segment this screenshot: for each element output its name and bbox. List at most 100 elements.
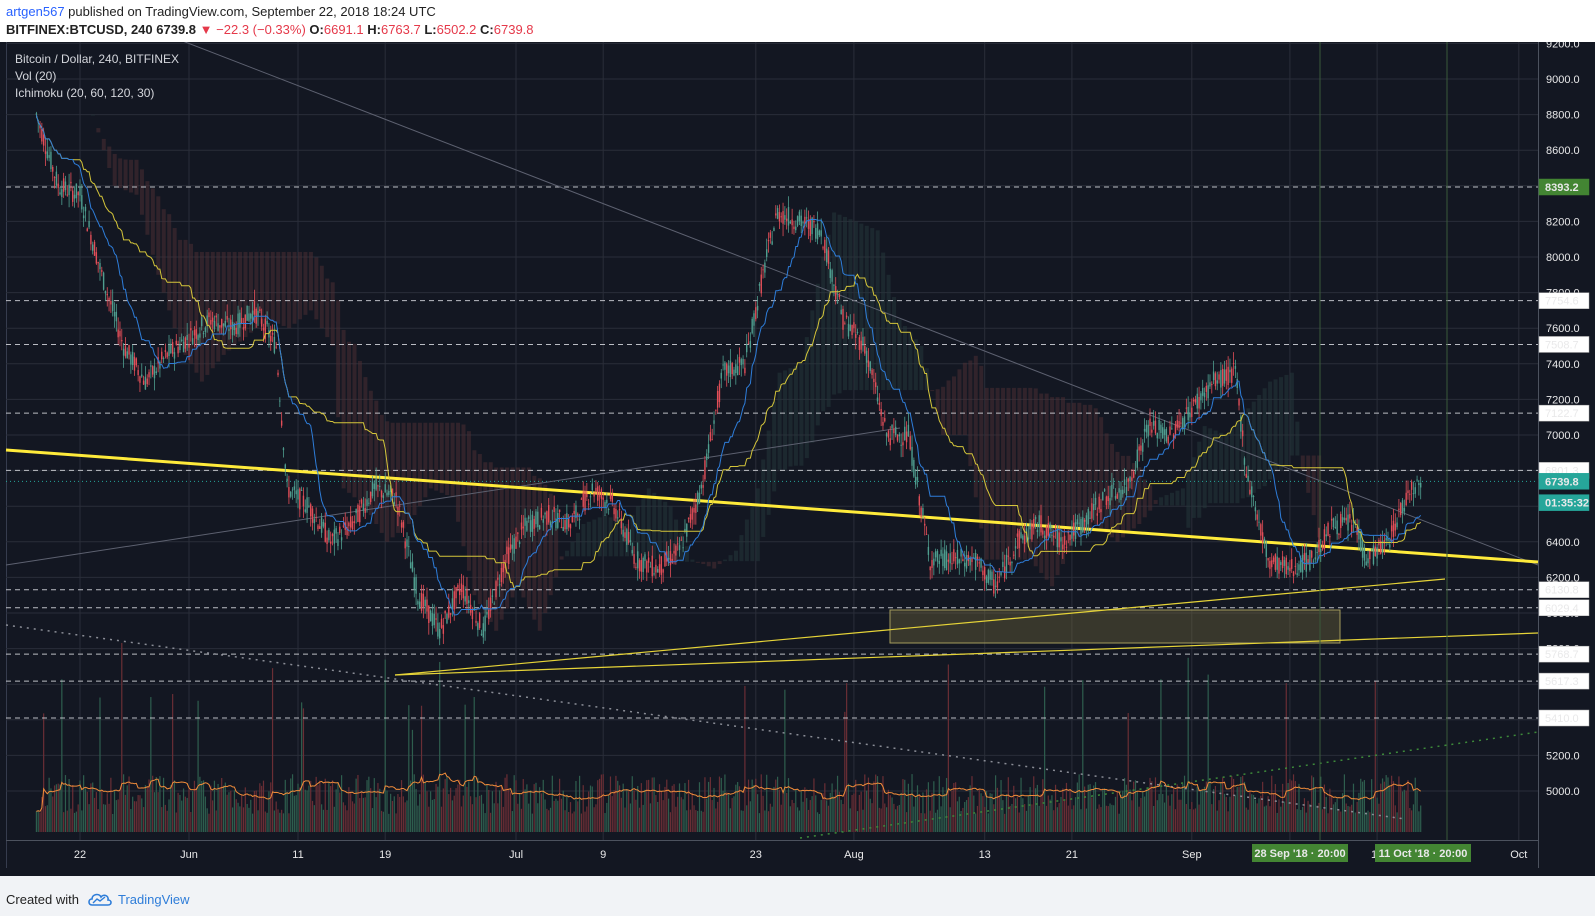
candle-body (1254, 507, 1257, 512)
volume-bar (95, 792, 97, 832)
candle-body (337, 539, 339, 547)
volume-bar (162, 777, 165, 832)
candle-body (571, 516, 574, 523)
candle-body (382, 495, 385, 499)
author-link[interactable]: artgen567 (6, 4, 65, 19)
volume-bar (313, 805, 315, 832)
candle-body (368, 502, 370, 504)
candle-body (653, 573, 655, 575)
candle-body (575, 505, 577, 519)
cloud-segment (472, 450, 477, 596)
volume-bar (700, 810, 702, 832)
cloud-segment (635, 506, 640, 557)
volume-bar (1276, 812, 1278, 832)
volume-bar (1140, 797, 1142, 832)
volume-bar (1223, 793, 1226, 832)
volume-bar (555, 798, 557, 832)
volume-bar (1300, 809, 1302, 832)
candle-body (1410, 481, 1413, 490)
time-axis[interactable]: 22Jun1119Jul923Aug1321Sep1018Oct28 Sep '… (74, 844, 1527, 862)
cloud-segment (750, 503, 755, 562)
volume-bar (1005, 794, 1008, 832)
volume-bar (1263, 806, 1266, 832)
volume-bar (1007, 777, 1009, 832)
tradingview-cloud-icon[interactable] (87, 889, 113, 907)
candle-body (944, 549, 946, 569)
volume-bar (446, 776, 448, 832)
candle-body (1414, 487, 1416, 494)
volume-bar (1314, 787, 1316, 832)
volume-bar (526, 784, 528, 832)
candle-body (555, 518, 557, 529)
volume-bar (1240, 776, 1242, 832)
volume-bar (1327, 813, 1329, 832)
volume-bar (693, 805, 695, 832)
volume-bar (953, 782, 955, 832)
time-marker-label-bg (1252, 844, 1348, 862)
volume-bar (57, 783, 59, 832)
candle-body (1178, 421, 1180, 428)
cloud-segment (908, 332, 913, 391)
candle-body (595, 487, 597, 492)
candle-body (1020, 532, 1022, 538)
volume-bar (1267, 796, 1269, 832)
volume-bar (1182, 783, 1184, 832)
candle-body (72, 190, 74, 202)
volume-bar (584, 811, 586, 832)
volume-bar (1320, 776, 1322, 832)
volume-bar (1156, 800, 1158, 832)
cloud-segment (674, 519, 679, 562)
candle-body (784, 215, 786, 220)
volume-bar (359, 798, 361, 832)
candle-body (967, 554, 970, 562)
volume-bar (411, 729, 414, 832)
volume-bar (150, 697, 152, 832)
volume-bar (212, 800, 214, 832)
candle-body (239, 312, 241, 328)
volume-bar (1196, 786, 1198, 832)
candle-body (1392, 520, 1395, 537)
candle-body (484, 615, 486, 632)
candle-body (602, 497, 604, 500)
candle-body (1398, 508, 1400, 511)
price-tick-label: 9000.0 (1546, 74, 1580, 86)
volume-bar (295, 795, 297, 832)
candle-body (622, 529, 624, 537)
volume-bar (1216, 810, 1218, 832)
candle-body (1111, 484, 1113, 498)
candle-body (785, 218, 788, 221)
volume-bar (542, 779, 544, 832)
cloud-segment (1279, 377, 1283, 471)
candle-body (1093, 504, 1095, 511)
candle-body (1125, 486, 1128, 495)
candle-body (50, 151, 52, 170)
volume-bar (153, 792, 156, 832)
candle-body (1232, 363, 1235, 365)
volume-bar (942, 787, 944, 832)
volume-bar (63, 812, 65, 832)
volume-bar (99, 697, 101, 832)
price-chart[interactable]: 9200.09000.08800.08600.08400.08200.08000… (0, 42, 1595, 876)
volume-bar (666, 779, 668, 832)
candle-body (853, 322, 855, 329)
volume-bar (1289, 779, 1291, 832)
date-tick-label: 13 (979, 849, 991, 861)
candle-body (1034, 516, 1037, 520)
candle-body (742, 358, 744, 365)
volume-bar (202, 780, 205, 832)
candle-body (1080, 518, 1082, 535)
volume-bar (1258, 798, 1260, 832)
cloud-segment (385, 421, 390, 542)
cloud-segment (701, 561, 706, 565)
volume-bar (1129, 789, 1131, 832)
candle-body (342, 525, 345, 527)
cloud-segment (510, 467, 515, 598)
candle-body (1054, 527, 1057, 529)
candle-body (675, 545, 677, 556)
ichimoku-cloud (90, 114, 1322, 631)
candle-body (996, 581, 999, 588)
volume-bar (638, 807, 641, 832)
volume-bar (1214, 786, 1217, 832)
candle-body (875, 382, 877, 388)
tradingview-brand-link[interactable]: TradingView (118, 892, 190, 907)
